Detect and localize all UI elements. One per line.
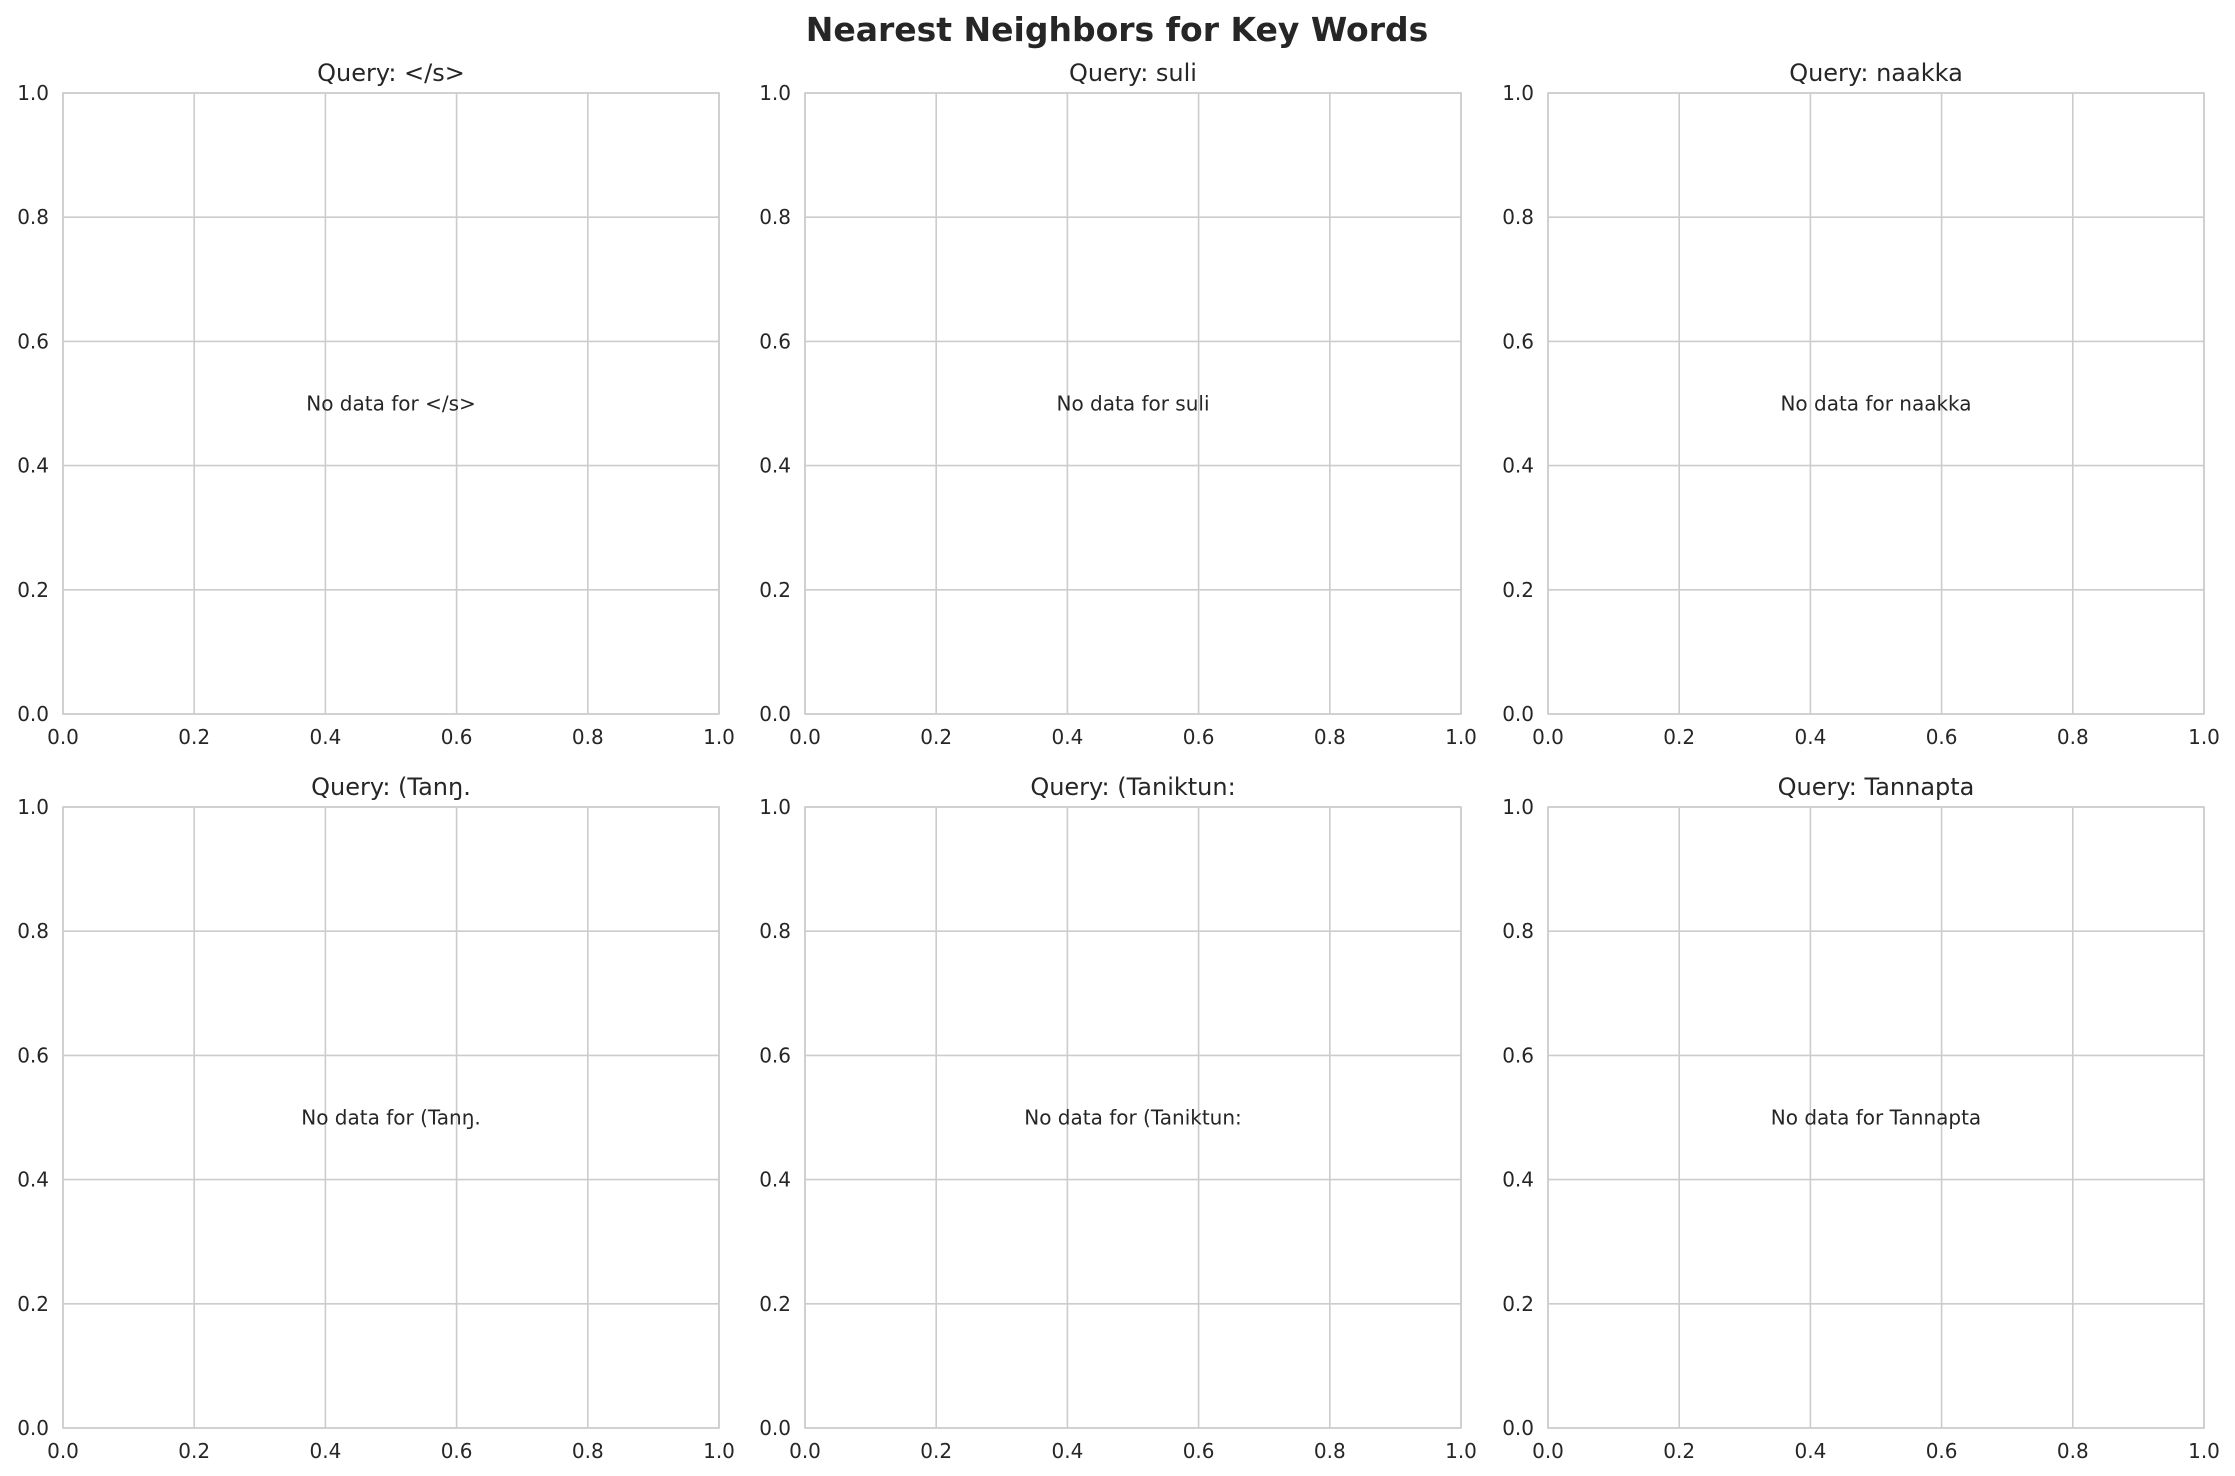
x-tick-label: 0.4 bbox=[1051, 1439, 1083, 1463]
subplot-title: Query: (Taniktun: bbox=[1030, 773, 1235, 801]
x-tick-label: 0.6 bbox=[1926, 725, 1958, 749]
y-tick-label: 0.4 bbox=[1502, 1168, 1534, 1192]
y-tick-label: 0.8 bbox=[759, 919, 791, 943]
y-tick-label: 0.4 bbox=[1502, 454, 1534, 478]
x-tick-label: 0.8 bbox=[2057, 1439, 2089, 1463]
no-data-annotation: No data for naakka bbox=[1780, 392, 1971, 416]
y-tick-label: 0.0 bbox=[17, 702, 49, 726]
y-tick-label: 1.0 bbox=[759, 81, 791, 105]
no-data-annotation: No data for (Taniktun: bbox=[1024, 1106, 1242, 1130]
y-tick-label: 0.4 bbox=[17, 454, 49, 478]
figure-title: Nearest Neighbors for Key Words bbox=[806, 10, 1429, 49]
x-tick-label: 0.4 bbox=[309, 1439, 341, 1463]
x-tick-label: 1.0 bbox=[703, 725, 735, 749]
y-tick-label: 0.6 bbox=[1502, 1043, 1534, 1067]
subplot-title: Query: (Tanŋ. bbox=[311, 773, 471, 801]
no-data-annotation: No data for suli bbox=[1056, 392, 1209, 416]
x-tick-label: 0.8 bbox=[2057, 725, 2089, 749]
axes-frame bbox=[804, 92, 1462, 715]
axes-frame bbox=[1547, 92, 2205, 715]
y-tick-label: 0.2 bbox=[759, 578, 791, 602]
y-tick-label: 0.6 bbox=[759, 1043, 791, 1067]
y-tick-label: 0.2 bbox=[17, 578, 49, 602]
x-tick-label: 0.4 bbox=[309, 725, 341, 749]
x-tick-label: 0.8 bbox=[1314, 1439, 1346, 1463]
subplot-title: Query: Tannapta bbox=[1778, 773, 1975, 801]
x-tick-label: 0.6 bbox=[1926, 1439, 1958, 1463]
x-tick-label: 0.2 bbox=[920, 725, 952, 749]
x-tick-label: 0.0 bbox=[789, 1439, 821, 1463]
x-tick-label: 1.0 bbox=[1445, 1439, 1477, 1463]
no-data-annotation: No data for (Tanŋ. bbox=[301, 1106, 481, 1130]
axes-frame bbox=[62, 806, 720, 1429]
x-tick-label: 1.0 bbox=[1445, 725, 1477, 749]
y-tick-label: 0.0 bbox=[1502, 1416, 1534, 1440]
subplot-5: 0.0 0.2 0.4 0.6 0.8 1.0 0.0 0.2 0.4 0.6 0.8 1.0 Quer… bbox=[759, 773, 1477, 1463]
subplot-1: 0.0 0.2 0.4 0.6 0.8 1.0 0.0 0.2 0.4 0.6 0.8 1.0 Quer… bbox=[17, 59, 735, 749]
y-tick-label: 0.2 bbox=[759, 1292, 791, 1316]
x-tick-label: 0.8 bbox=[572, 1439, 604, 1463]
y-tick-label: 0.6 bbox=[17, 1043, 49, 1067]
x-tick-label: 0.0 bbox=[1532, 1439, 1564, 1463]
subplot-2: 0.0 0.2 0.4 0.6 0.8 1.0 0.0 0.2 0.4 0.6 0.8 1.0 Quer… bbox=[759, 59, 1477, 749]
axes-frame bbox=[62, 92, 720, 715]
x-tick-label: 0.6 bbox=[1183, 725, 1215, 749]
x-tick-label: 1.0 bbox=[2188, 725, 2220, 749]
y-tick-label: 0.6 bbox=[759, 329, 791, 353]
x-tick-label: 0.0 bbox=[47, 725, 79, 749]
y-tick-label: 0.4 bbox=[759, 1168, 791, 1192]
y-tick-label: 0.6 bbox=[1502, 329, 1534, 353]
x-tick-label: 0.2 bbox=[178, 725, 210, 749]
y-tick-label: 0.0 bbox=[759, 702, 791, 726]
y-tick-label: 0.2 bbox=[1502, 1292, 1534, 1316]
subplot-title: Query: </s> bbox=[317, 59, 465, 87]
x-tick-label: 0.6 bbox=[1183, 1439, 1215, 1463]
x-tick-label: 0.2 bbox=[1663, 1439, 1695, 1463]
x-tick-label: 0.6 bbox=[441, 1439, 473, 1463]
x-tick-label: 1.0 bbox=[2188, 1439, 2220, 1463]
x-tick-label: 0.2 bbox=[1663, 725, 1695, 749]
y-tick-label: 0.8 bbox=[1502, 919, 1534, 943]
no-data-annotation: No data for Tannapta bbox=[1771, 1106, 1981, 1130]
y-tick-label: 0.2 bbox=[1502, 578, 1534, 602]
x-tick-label: 0.4 bbox=[1794, 1439, 1826, 1463]
x-tick-label: 0.0 bbox=[47, 1439, 79, 1463]
y-tick-label: 0.0 bbox=[17, 1416, 49, 1440]
x-tick-label: 0.8 bbox=[572, 725, 604, 749]
y-tick-label: 1.0 bbox=[17, 81, 49, 105]
y-tick-label: 0.4 bbox=[17, 1168, 49, 1192]
y-tick-label: 0.0 bbox=[1502, 702, 1534, 726]
axes-frame bbox=[1547, 806, 2205, 1429]
subplot-title: Query: naakka bbox=[1789, 59, 1963, 87]
y-tick-label: 0.0 bbox=[759, 1416, 791, 1440]
y-tick-label: 0.8 bbox=[759, 205, 791, 229]
y-tick-label: 1.0 bbox=[759, 795, 791, 819]
subplot-3: 0.0 0.2 0.4 0.6 0.8 1.0 0.0 0.2 0.4 0.6 0.8 1.0 Quer… bbox=[1502, 59, 2220, 749]
subplot-title: Query: suli bbox=[1069, 59, 1197, 87]
y-tick-label: 1.0 bbox=[17, 795, 49, 819]
y-tick-label: 0.2 bbox=[17, 1292, 49, 1316]
x-tick-label: 0.4 bbox=[1051, 725, 1083, 749]
y-tick-label: 0.4 bbox=[759, 454, 791, 478]
y-tick-label: 1.0 bbox=[1502, 81, 1534, 105]
x-tick-label: 0.0 bbox=[789, 725, 821, 749]
x-tick-label: 0.6 bbox=[441, 725, 473, 749]
x-tick-label: 0.8 bbox=[1314, 725, 1346, 749]
y-tick-label: 0.6 bbox=[17, 329, 49, 353]
y-tick-label: 0.8 bbox=[1502, 205, 1534, 229]
x-tick-label: 1.0 bbox=[703, 1439, 735, 1463]
x-tick-label: 0.2 bbox=[178, 1439, 210, 1463]
subplot-6: 0.0 0.2 0.4 0.6 0.8 1.0 0.0 0.2 0.4 0.6 0.8 1.0 Quer… bbox=[1502, 773, 2220, 1463]
x-tick-label: 0.4 bbox=[1794, 725, 1826, 749]
axes-frame bbox=[804, 806, 1462, 1429]
y-tick-label: 0.8 bbox=[17, 919, 49, 943]
no-data-annotation: No data for </s> bbox=[306, 392, 476, 416]
x-tick-label: 0.2 bbox=[920, 1439, 952, 1463]
x-tick-label: 0.0 bbox=[1532, 725, 1564, 749]
y-tick-label: 0.8 bbox=[17, 205, 49, 229]
y-tick-label: 1.0 bbox=[1502, 795, 1534, 819]
subplot-4: 0.0 0.2 0.4 0.6 0.8 1.0 0.0 0.2 0.4 0.6 0.8 1.0 Quer… bbox=[17, 773, 735, 1463]
